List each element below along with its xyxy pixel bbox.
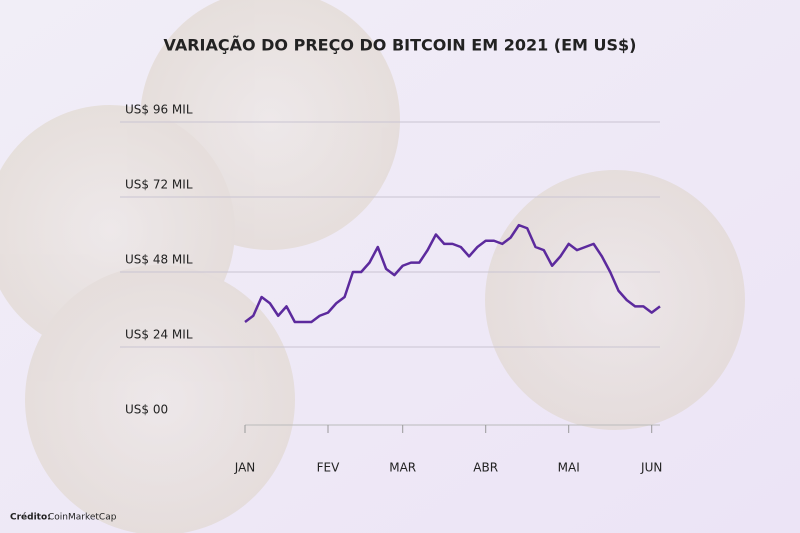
x-tick-label: ABR [473,461,498,475]
x-tick-label: MAI [558,461,580,475]
background-coins [0,0,745,533]
x-tick-label: FEV [317,461,340,475]
y-tick-label: US$ 96 MIL [125,103,193,117]
y-tick-label: US$ 48 MIL [125,253,193,267]
y-tick-label: US$ 00 [125,403,168,417]
x-tick-label: JAN [234,461,256,475]
chart-title: VARIAÇÃO DO PREÇO DO BITCOIN EM 2021 (EM… [164,36,637,55]
x-tick-label: MAR [389,461,416,475]
y-tick-label: US$ 72 MIL [125,178,193,192]
price-line [244,223,661,324]
x-tick-label: JUN [640,461,662,475]
credit-source: CoinMarketCap [48,513,117,523]
y-tick-label: US$ 24 MIL [125,328,193,342]
credit-label: Crédito: [10,512,51,523]
